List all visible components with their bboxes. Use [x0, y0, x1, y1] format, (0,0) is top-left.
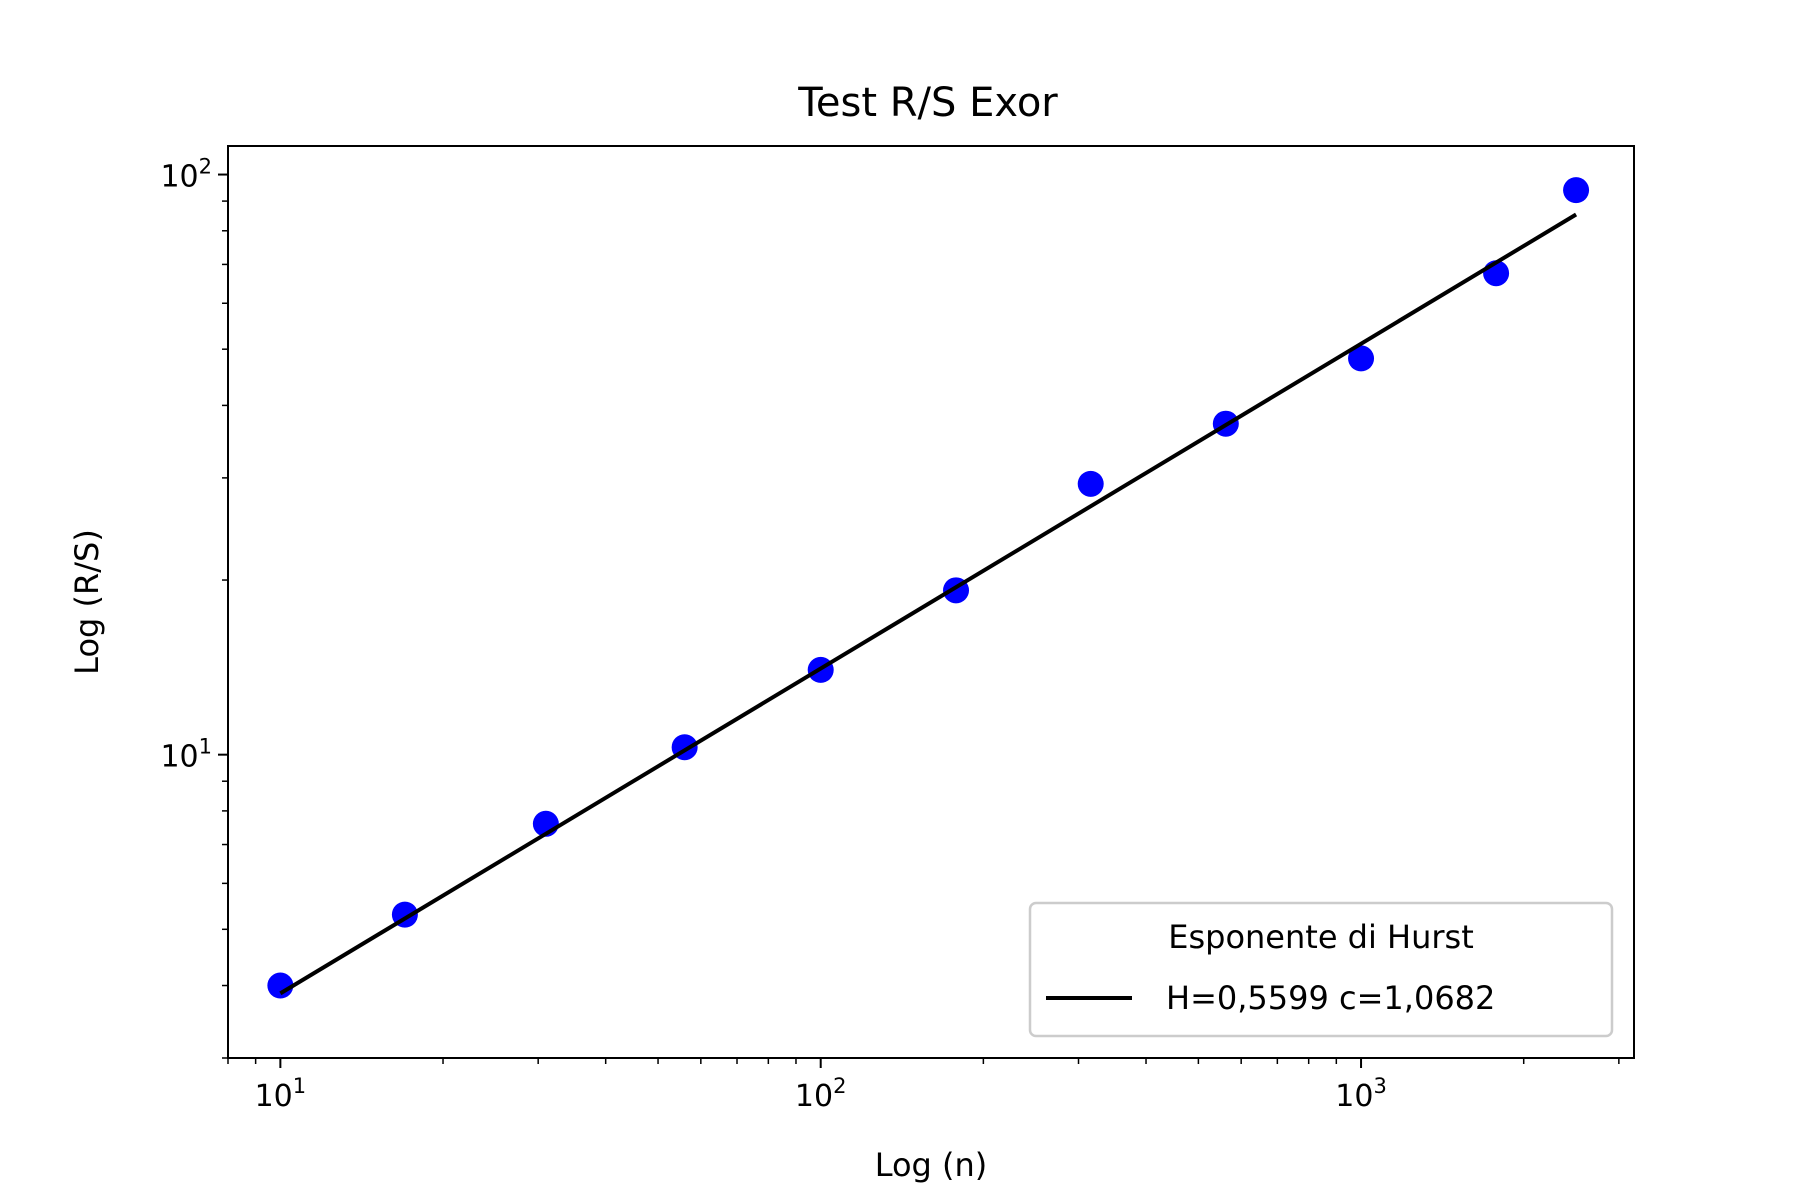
data-point: [267, 972, 294, 999]
data-point: [1077, 470, 1104, 497]
legend-box: [1028, 901, 1614, 1038]
y-axis-ticks: 101 102: [160, 155, 228, 1059]
y-axis-label: Log (R/S): [68, 529, 106, 675]
legend: Esponente di Hurst H=0,5599 c=1,0682: [1028, 901, 1614, 1038]
chart-title: Test R/S Exor: [797, 80, 1058, 126]
axes-frame: [227, 145, 1635, 1059]
plot-area: [267, 177, 1590, 999]
data-point: [1348, 345, 1375, 372]
y-tick-label: 102: [160, 155, 212, 195]
x-tick-label: 102: [795, 1074, 847, 1114]
x-axis-ticks: 101 102 103: [227, 1058, 1620, 1114]
x-tick-label: 101: [255, 1074, 307, 1114]
fit-line: [279, 212, 1578, 996]
x-tick-label: 103: [1335, 1074, 1387, 1114]
data-point: [1563, 177, 1590, 204]
x-axis-label: Log (n): [875, 1146, 988, 1184]
y-tick-label: 101: [160, 735, 212, 775]
legend-fit-label: H=0,5599 c=1,0682: [1166, 979, 1495, 1017]
legend-title: Esponente di Hurst: [1168, 918, 1474, 956]
